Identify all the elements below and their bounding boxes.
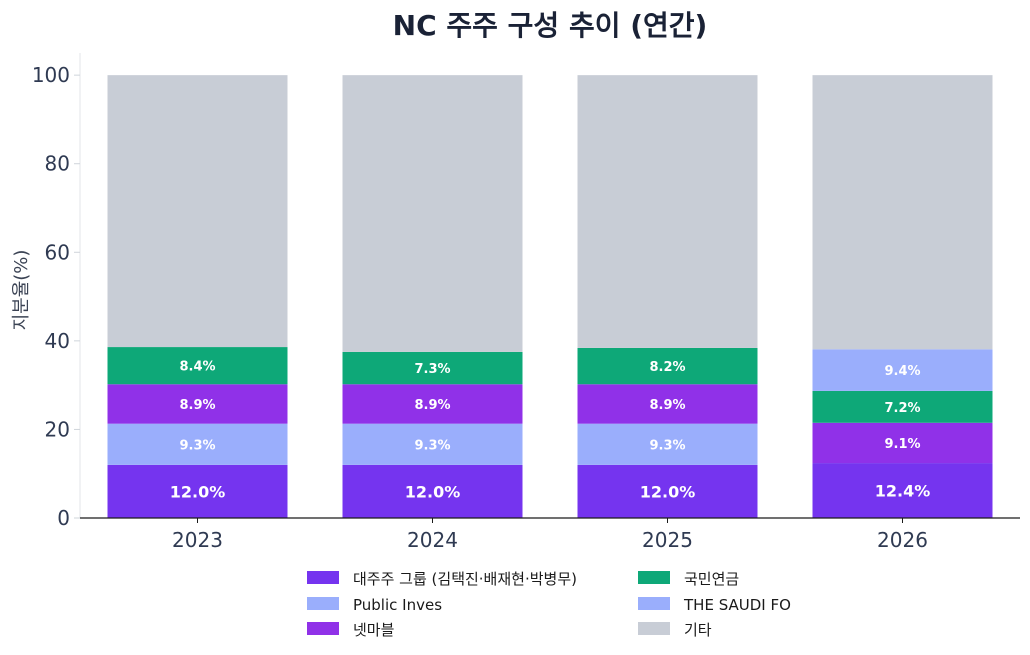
y-tick-label: 100 [32,63,70,87]
legend-label: 국민연금 [684,570,739,588]
bar-segment [812,422,993,464]
bar-segment [342,423,523,465]
bar-segment [577,384,758,424]
legend-swatch [638,597,670,610]
y-tick-label: 20 [45,417,70,441]
bar-segment [342,351,523,385]
bar-segment [107,347,288,385]
x-tick-label: 2026 [877,528,928,552]
legend-swatch [638,622,670,635]
x-tick-label: 2023 [172,528,223,552]
data-label: 8.2% [649,360,685,375]
legend-item: 대주주 그룹 (김택진·배재현·박병무) [307,570,577,588]
bar-segment [342,75,523,352]
bar-segment [342,384,523,424]
y-tick-label: 0 [57,506,70,530]
bar-segment [107,384,288,424]
bar-segment [577,347,758,385]
legend-label: THE SAUDI FO [683,596,791,614]
legend-label: 넷마블 [353,621,394,639]
data-label: 9.3% [649,438,685,453]
data-label: 8.9% [414,398,450,413]
data-label: 12.0% [405,482,461,501]
data-label: 12.0% [640,482,696,501]
data-label: 9.3% [414,438,450,453]
legend-item: THE SAUDI FO [638,596,791,614]
bar-segment [577,75,758,348]
data-label: 7.2% [884,401,920,416]
legend-label: 대주주 그룹 (김택진·배재현·박병무) [353,570,577,588]
legend-swatch [307,571,339,584]
data-label: 7.3% [414,362,450,377]
legend: 대주주 그룹 (김택진·배재현·박병무) Public Inves 넷마블 국민연금 T… [307,570,791,639]
y-tick-label: 60 [45,240,70,264]
legend-label: 기타 [684,621,712,639]
data-label: 9.4% [884,364,920,379]
legend-swatch [307,622,339,635]
bar-segment [107,464,288,518]
y-tick-label: 80 [45,152,70,176]
bar-segment [577,423,758,465]
legend-swatch [307,597,339,610]
data-label: 8.9% [649,398,685,413]
bar-segment [577,464,758,518]
data-label: 8.9% [179,398,215,413]
legend-swatch [638,571,670,584]
legend-item: 넷마블 [307,621,394,639]
legend-item: 기타 [638,621,712,639]
bar-segment [812,75,993,350]
legend-item: Public Inves [307,596,442,614]
bar-segment [812,463,993,518]
bar-segment [342,464,523,518]
data-label: 12.0% [170,482,226,501]
bar-segment [107,423,288,465]
bar-segment [812,390,993,423]
data-label: 12.4% [875,482,931,501]
y-tick-label: 40 [45,329,70,353]
y-axis-label: 지분율(%) [11,250,32,331]
plot-area: 0 20 40 60 80 100 12.0% 9.3% 8.9% 8.4% 2023 12.0% 9.… [32,53,1020,552]
bar-segment [107,75,288,348]
x-tick-label: 2025 [642,528,693,552]
legend-item: 국민연금 [638,570,739,588]
legend-label: Public Inves [353,596,442,614]
data-label: 9.3% [179,438,215,453]
data-label: 9.1% [884,437,920,452]
x-tick-label: 2024 [407,528,458,552]
data-label: 8.4% [179,360,215,375]
chart-title: NC 주주 구성 추이 (연간) [393,9,708,42]
bar-segment [812,349,993,391]
